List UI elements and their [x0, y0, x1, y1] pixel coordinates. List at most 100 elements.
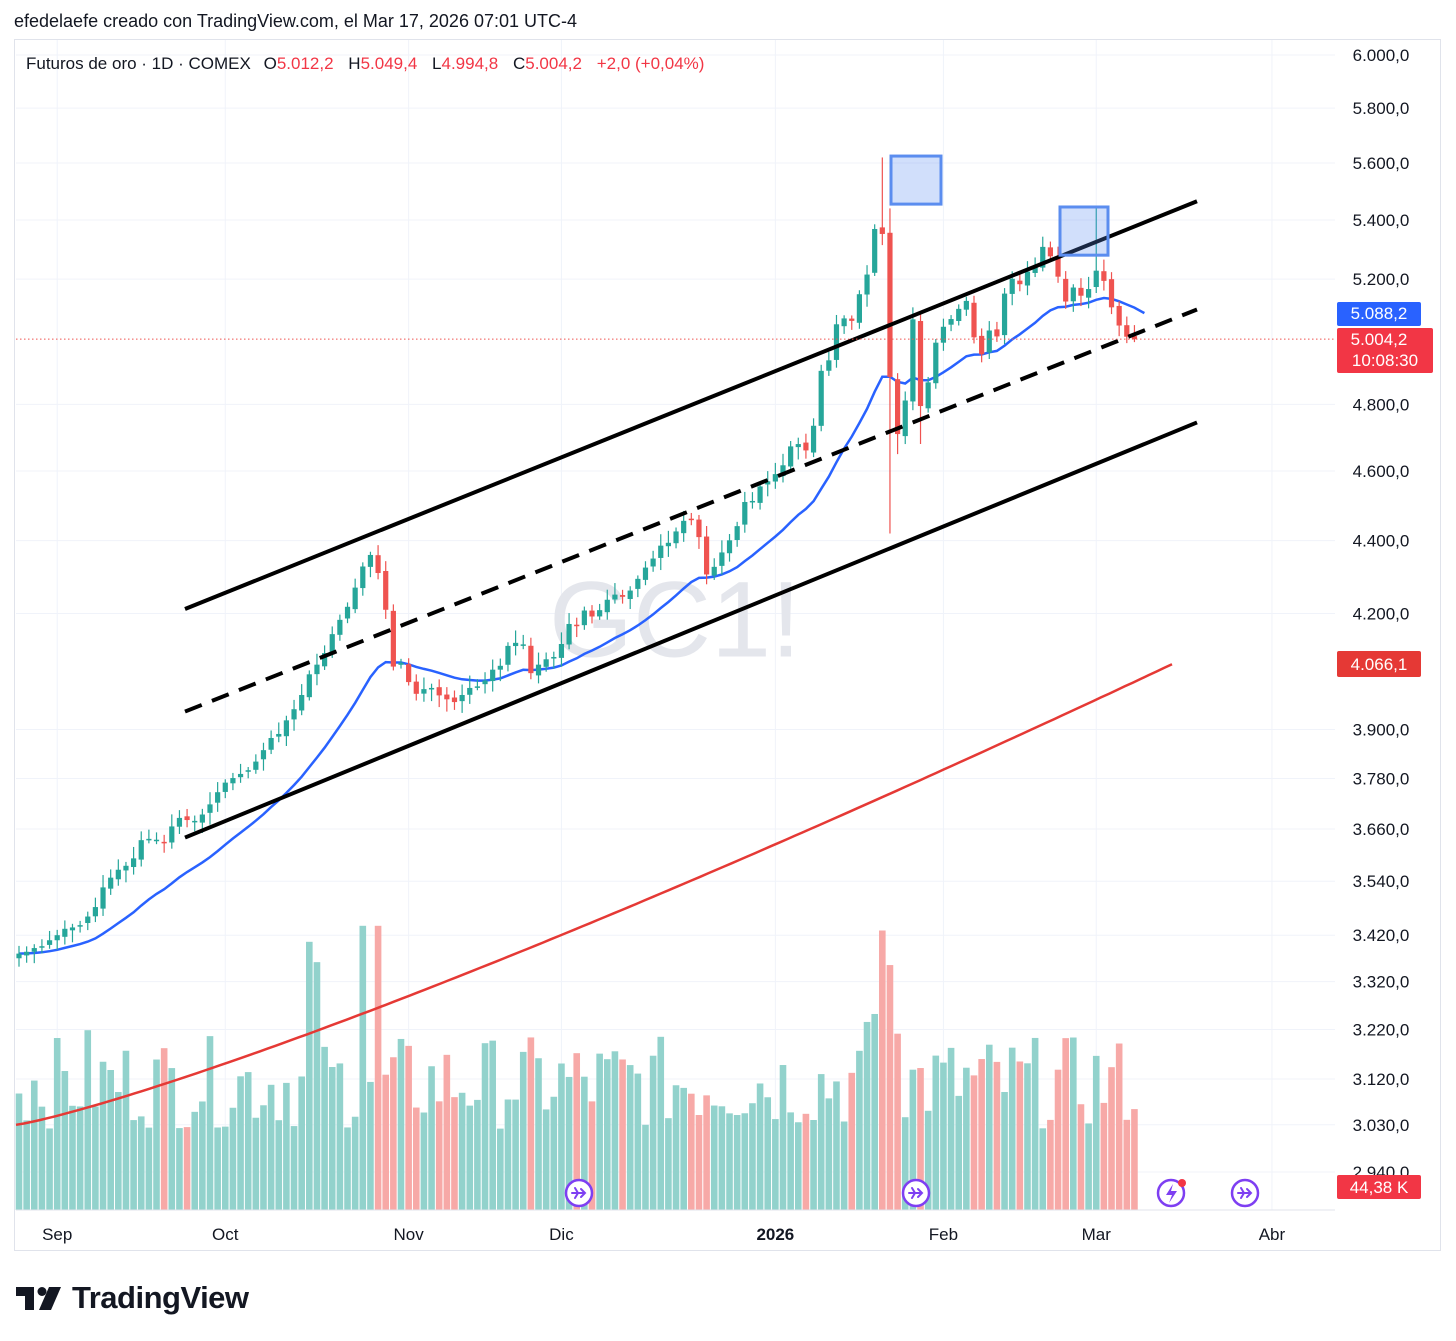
- volume-bar: [336, 1063, 344, 1210]
- volume-bar: [382, 1074, 390, 1210]
- volume-bar: [917, 1068, 924, 1210]
- price-tick-label: 3.900,0: [1353, 721, 1410, 740]
- price-tick-label: 3.420,0: [1353, 926, 1410, 945]
- volume-bar: [252, 1117, 260, 1210]
- candle-body: [1001, 293, 1008, 336]
- volume-bar: [1108, 1067, 1115, 1210]
- candle-body: [658, 545, 664, 558]
- volume-bar: [15, 1093, 23, 1210]
- time-tick-label: Oct: [212, 1225, 239, 1244]
- volume-bar: [726, 1113, 733, 1210]
- ma-long-badge: [1337, 651, 1421, 677]
- volume-bar: [420, 1112, 428, 1210]
- volume-bar: [267, 1084, 275, 1210]
- candle-body: [833, 324, 840, 360]
- volume-bar: [565, 1076, 573, 1210]
- candle-body: [306, 674, 312, 698]
- volume-bar: [581, 1076, 588, 1210]
- volume-bar: [817, 1074, 825, 1210]
- candle-body: [513, 642, 519, 647]
- candle-body: [352, 587, 358, 610]
- candle-body: [1032, 267, 1038, 273]
- volume-bar: [1115, 1043, 1123, 1210]
- candle-body: [77, 925, 83, 927]
- volume-bar: [703, 1095, 710, 1210]
- candle-body: [902, 400, 908, 437]
- candle-body: [474, 686, 480, 688]
- candle-body: [619, 595, 626, 597]
- peak-highlight-box: [889, 154, 943, 206]
- event-marker-icon: [1230, 1178, 1260, 1208]
- candle-body: [1093, 270, 1099, 288]
- volume-bar: [1085, 1123, 1092, 1210]
- volume-bar: [649, 1055, 657, 1210]
- candle-body: [1124, 325, 1130, 337]
- volume-bar: [92, 1106, 99, 1210]
- candle-body: [765, 481, 771, 485]
- flash-event-icon: [1156, 1178, 1186, 1208]
- volume-bar: [527, 1037, 535, 1210]
- candle-body: [428, 687, 435, 690]
- volume-bar: [474, 1099, 481, 1210]
- volume-bar: [1077, 1104, 1085, 1210]
- volume-bar: [38, 1106, 46, 1210]
- volume-bar: [168, 1068, 176, 1210]
- volume-bar: [1024, 1063, 1031, 1210]
- candle-body: [383, 570, 389, 610]
- candle-body: [841, 318, 847, 327]
- candle-body: [704, 536, 710, 575]
- candle-body: [108, 877, 114, 889]
- channel-lower-line: [184, 420, 1198, 840]
- volume-bar: [61, 1071, 69, 1210]
- legend-open-label: O: [264, 54, 277, 73]
- candle-body: [520, 644, 526, 646]
- volume-bar: [558, 1063, 565, 1210]
- candle-body: [1040, 246, 1046, 268]
- volume-bar: [30, 1080, 38, 1210]
- ohlc-legend: Futuros de oro · 1D · COMEX O5.012,2 H5.…: [26, 54, 704, 73]
- candle-body: [337, 619, 343, 635]
- candle-body: [54, 935, 60, 941]
- candle-body: [444, 694, 450, 700]
- volume-bar: [206, 1036, 214, 1210]
- candle-body: [146, 838, 152, 841]
- price-chart[interactable]: GC1! Futuros de oro · 1D · COMEX O5.012,…: [0, 0, 1456, 1262]
- price-tick-label: 4.600,0: [1353, 462, 1410, 481]
- candle-body: [933, 342, 939, 384]
- volume-bar: [741, 1113, 749, 1210]
- volume-bar: [947, 1047, 955, 1210]
- candle-body: [925, 382, 931, 409]
- tradingview-brand[interactable]: TradingView: [16, 1280, 249, 1316]
- volume-bar: [466, 1105, 474, 1210]
- countdown-text: 10:08:30: [1352, 351, 1418, 370]
- candle-body: [497, 665, 503, 670]
- candle-body: [329, 634, 335, 655]
- candle-body: [123, 865, 129, 871]
- volume-bar: [283, 1082, 290, 1210]
- volume-bar: [688, 1093, 695, 1210]
- last-price-badge: [1337, 328, 1433, 373]
- candle-body: [788, 446, 794, 467]
- volume-bar: [833, 1081, 840, 1210]
- volume-bar: [290, 1126, 298, 1210]
- last-price-badge-text: 5.004,2: [1351, 330, 1408, 349]
- volume-bar: [504, 1099, 512, 1210]
- candlesticks: [16, 157, 1138, 967]
- candle-body: [1055, 256, 1061, 277]
- volume-bar: [84, 1030, 92, 1210]
- volume-bar: [626, 1065, 634, 1210]
- legend-low-value: 4.994,8: [442, 54, 499, 73]
- volume-bar: [115, 1092, 122, 1210]
- price-tick-label: 4.400,0: [1353, 532, 1410, 551]
- candle-body: [535, 664, 542, 676]
- volume-bar: [458, 1092, 466, 1210]
- volume-bar: [191, 1111, 199, 1210]
- candle-body: [490, 669, 496, 682]
- candle-body: [956, 308, 962, 321]
- volume-bar: [497, 1128, 504, 1210]
- candle-body: [604, 599, 610, 613]
- candle-body: [826, 360, 832, 371]
- candle-body: [131, 858, 137, 868]
- chart-frame: [14, 39, 1441, 1251]
- price-tick-label: 6.000,0: [1353, 46, 1410, 65]
